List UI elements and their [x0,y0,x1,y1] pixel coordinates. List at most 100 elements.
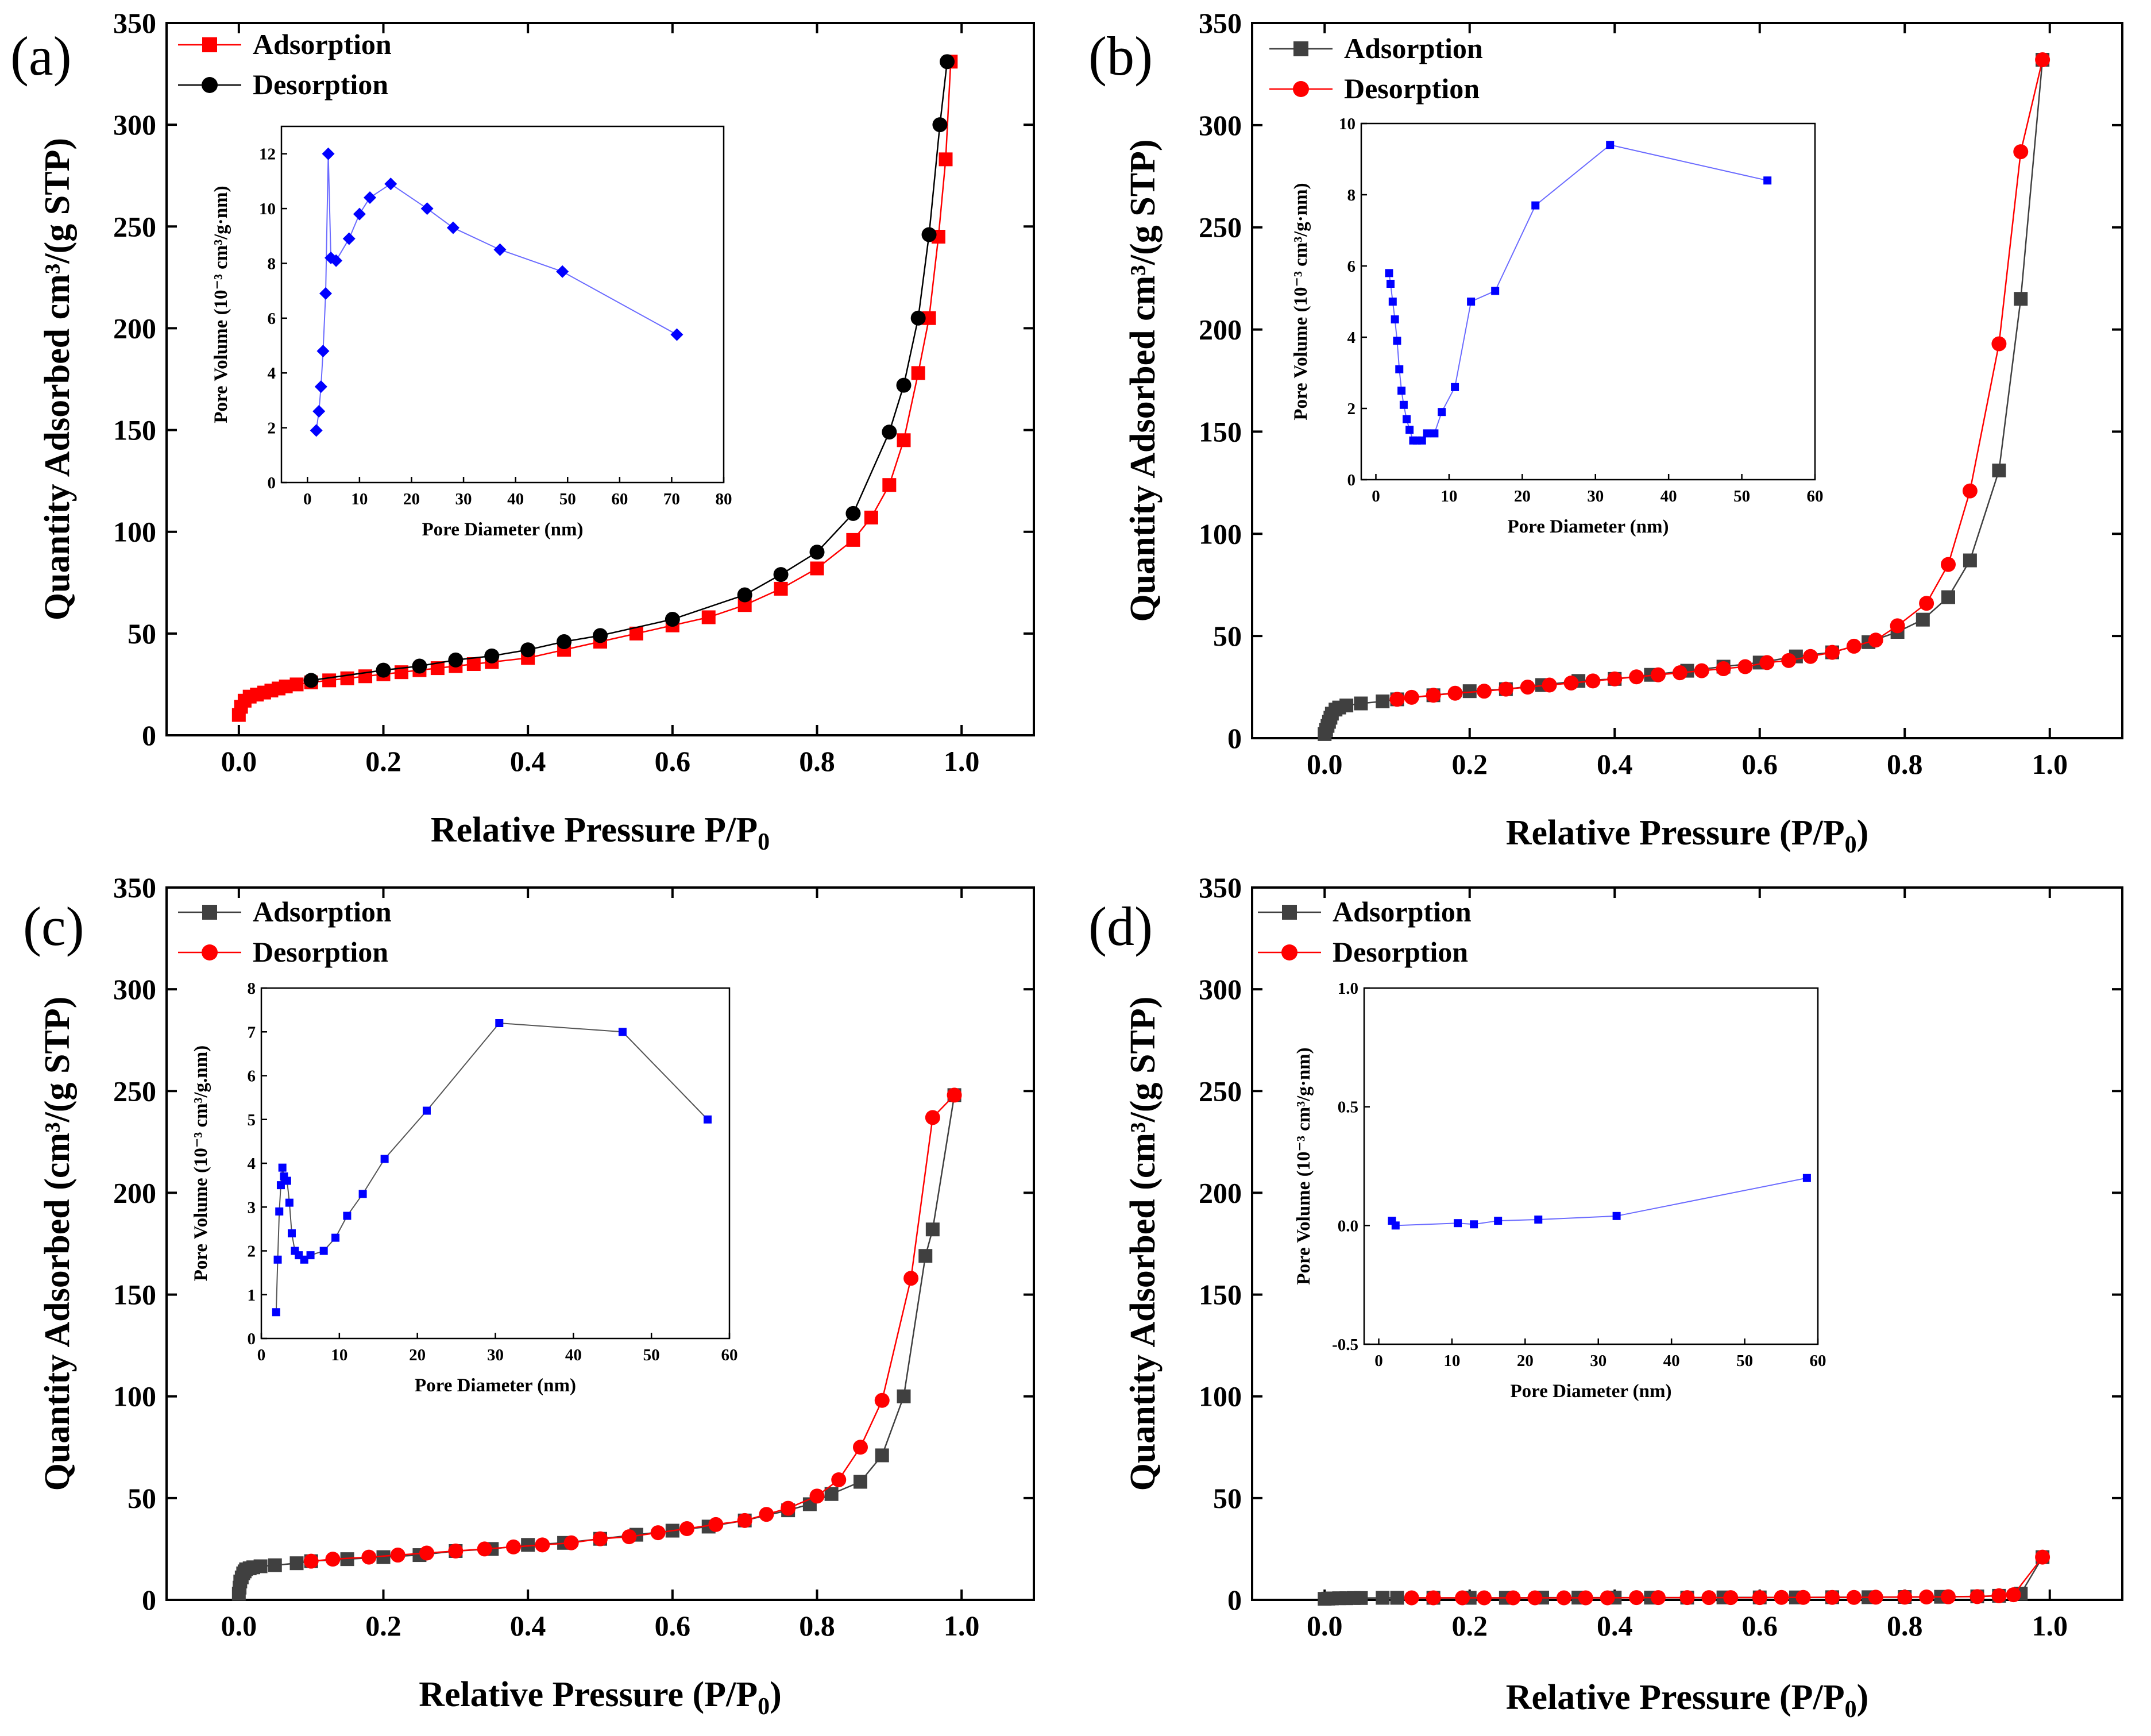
data-point-desorption [1629,669,1644,685]
inset-data-point [493,243,507,256]
inset-y-tick-label: 8 [1347,186,1356,205]
data-point-desorption [1542,677,1557,693]
data-point-desorption [1607,671,1623,686]
legend-marker [202,944,218,960]
y-tick-label: 350 [113,7,156,39]
data-point-desorption [2013,144,2029,160]
y-tick-label: 200 [1199,1176,1242,1209]
data-point-adsorption [939,152,953,167]
y-axis-title: Quantity Adsorbed cm³/(g STP) [1123,139,1163,622]
data-point-desorption [903,1271,919,1286]
inset-y-tick-label: 2 [248,1243,256,1261]
legend-marker [1281,944,1297,960]
inset-x-tick-label: 60 [1807,487,1824,506]
legend-label: Adsorption [253,896,392,928]
inset-data-point [319,287,332,300]
data-point-adsorption [925,1222,940,1237]
data-point-desorption [809,545,825,560]
inset-y-tick-label: 1 [248,1286,256,1305]
legend-label: Adsorption [1344,32,1483,64]
data-point-desorption [376,662,391,678]
x-tick-label: 0.4 [510,745,546,777]
y-tick-label: 0 [1227,1584,1242,1616]
inset-chart: 0 1 2 3 4 5 6 7 8 0 10 20 30 40 50 60 Pore Diameter (nm)… [191,979,738,1396]
inset-y-tick-label: 6 [248,1067,256,1086]
inset-data-point [1385,269,1393,277]
data-point-desorption [921,227,937,242]
y-axis-title: Quantity Adsorbed cm³/(g STP) [38,138,77,620]
inset-data-point [703,1115,712,1124]
data-point-desorption [2006,1587,2021,1603]
inset-y-axis-title: Pore Volume (10⁻³ cm³/g·nm) [1293,1047,1314,1284]
legend-marker [1282,905,1297,920]
y-tick-label: 250 [113,1075,156,1107]
inset-y-tick-label: 4 [248,1155,256,1173]
data-point-desorption [650,1525,666,1541]
inset-data-point [358,1190,367,1198]
inset-y-tick-label: 1.0 [1338,979,1358,998]
legend-marker [202,77,218,93]
inset-data-point [312,405,326,418]
data-point-adsorption [1916,612,1930,627]
inset-data-point [1399,400,1408,409]
inset-data-point [1423,429,1431,438]
data-point-desorption [1477,684,1492,699]
inset-y-tick-label: 0.0 [1338,1217,1358,1235]
y-tick-label: 250 [113,210,156,242]
data-point-desorption [940,54,955,70]
inset-data-point [1438,408,1446,416]
data-point-desorption [1679,1590,1695,1606]
data-point-adsorption [340,671,354,685]
x-axis-title: Relative Pressure P/P0 [431,811,770,855]
inset-x-tick-label: 60 [721,1346,738,1364]
data-point-desorption [448,652,464,668]
data-point-desorption [390,1548,406,1563]
data-point-desorption [1389,692,1405,707]
x-tick-label: 1.0 [944,1610,980,1642]
inset-x-tick-label: 40 [1660,487,1677,506]
legend-marker [1293,81,1309,97]
inset-y-tick-label: 10 [1339,115,1356,133]
panel-label: (c) [23,896,84,957]
x-tick-label: 0.8 [1887,748,1923,780]
inset-data-point [330,254,343,267]
data-point-desorption [1716,661,1731,677]
data-point-desorption [1941,557,1956,572]
inset-x-tick-label: 40 [1663,1352,1680,1370]
data-point-desorption [809,1488,825,1504]
data-point-desorption [1919,1590,1934,1605]
inset-x-tick-label: 60 [611,490,628,508]
inset-y-tick-label: 0.5 [1338,1098,1358,1117]
x-axis-title-main: Relative Pressure (P/P [419,1675,758,1714]
data-point-desorption [484,648,500,663]
data-point-desorption [1846,1590,1862,1605]
inset-data-point [314,380,327,394]
inset-x-tick-label: 50 [1733,487,1750,506]
inset-y-tick-label: 2 [268,419,276,438]
inset-x-tick-label: 40 [507,490,524,508]
data-point-adsorption [1376,694,1390,708]
y-tick-label: 100 [1199,518,1242,550]
inset-data-point [353,207,366,221]
data-point-desorption [303,673,319,688]
data-point-desorption [1897,1590,1913,1605]
inset-data-point [1403,415,1411,423]
inset-data-point [278,1163,287,1172]
data-point-desorption [1556,1590,1571,1606]
inset-x-tick-label: 10 [1441,487,1457,506]
data-point-adsorption [918,1249,933,1263]
inset-data-point [1430,429,1439,438]
series-desorption [1389,52,2050,707]
data-point-adsorption [1354,1591,1368,1605]
data-point-desorption [621,1529,637,1545]
legend-marker [1293,41,1308,56]
data-point-adsorption [1390,1591,1404,1605]
y-tick-label: 300 [113,973,156,1005]
inset-x-axis-title: Pore Diameter (nm) [1511,1381,1672,1402]
panel-label: (a) [10,25,72,87]
y-tick-label: 50 [128,618,156,650]
data-point-adsorption [2014,292,2028,306]
x-tick-label: 0.2 [1452,748,1488,780]
data-point-desorption [557,634,572,650]
